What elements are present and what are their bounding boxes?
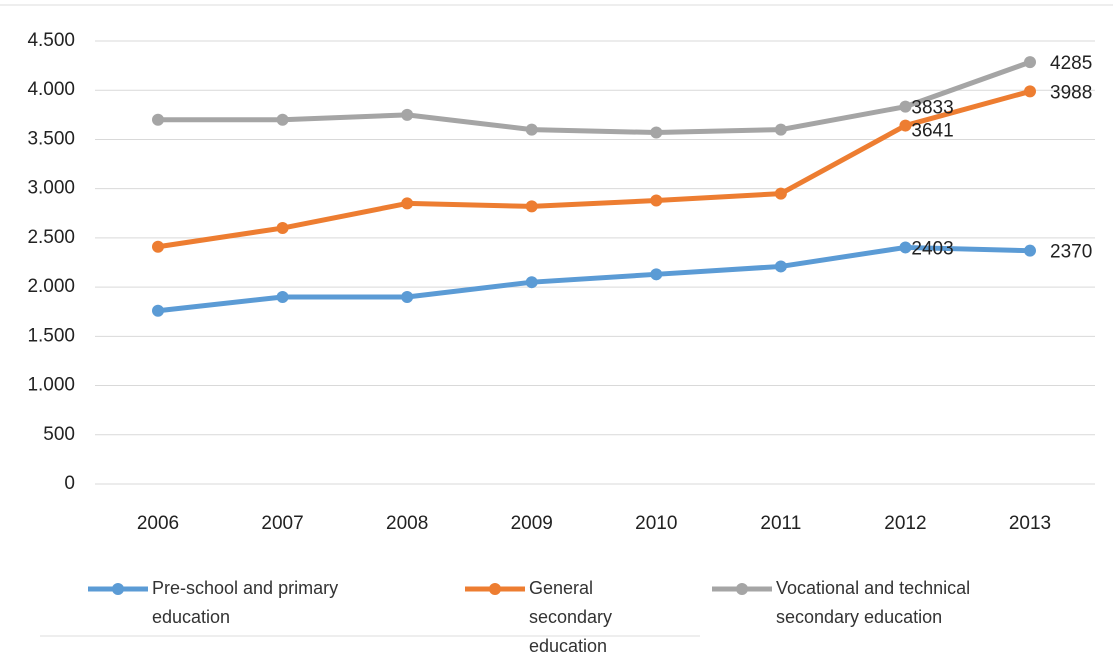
point xyxy=(401,290,414,303)
series-line xyxy=(157,244,1031,314)
x-tick-label: 2012 xyxy=(884,513,926,534)
point xyxy=(276,290,289,303)
point xyxy=(650,268,663,281)
point xyxy=(525,276,538,289)
point xyxy=(899,100,912,113)
x-tick-label: 2007 xyxy=(261,513,303,534)
x-tick-label: 2009 xyxy=(511,513,553,534)
point xyxy=(774,123,787,136)
point xyxy=(1024,56,1036,69)
data-label: 2403 xyxy=(911,238,953,259)
legend-marker xyxy=(489,583,501,595)
legend-label: Vocational and technical secondary educa… xyxy=(776,578,971,627)
point xyxy=(401,108,414,121)
x-tick-label: 2008 xyxy=(386,513,428,534)
point xyxy=(152,113,164,126)
point xyxy=(899,119,912,132)
legend-marker xyxy=(736,583,748,595)
y-tick-label: 3.500 xyxy=(27,128,75,149)
y-tick-label: 0 xyxy=(64,473,75,494)
legend-marker xyxy=(112,583,124,595)
point xyxy=(152,304,164,317)
series-line xyxy=(157,88,1031,250)
data-label: 4285 xyxy=(1050,53,1092,74)
y-tick-label: 1.500 xyxy=(27,325,75,346)
x-tick-label: 2006 xyxy=(137,513,179,534)
point xyxy=(650,126,663,139)
point xyxy=(525,123,538,136)
y-tick-label: 4.000 xyxy=(27,79,75,100)
y-tick-label: 1.000 xyxy=(27,375,75,396)
y-tick-label: 4.500 xyxy=(27,30,75,51)
data-label: 3833 xyxy=(911,98,953,119)
y-tick-label: 2.000 xyxy=(27,276,75,297)
data-label: 3988 xyxy=(1050,82,1092,103)
point xyxy=(650,194,663,207)
legend-label: Pre-school and primary education xyxy=(152,578,339,627)
data-label: 2370 xyxy=(1050,242,1092,263)
point xyxy=(152,240,164,253)
legend-label: General secondary education xyxy=(529,578,613,656)
y-tick-label: 500 xyxy=(43,424,75,445)
point xyxy=(774,260,787,273)
x-tick-label: 2011 xyxy=(760,513,801,534)
point xyxy=(774,187,787,200)
point xyxy=(276,222,289,235)
y-tick-label: 2.500 xyxy=(27,227,75,248)
series-line xyxy=(158,59,1031,136)
point xyxy=(525,200,538,213)
point xyxy=(1024,85,1036,98)
x-tick-label: 2010 xyxy=(635,513,677,534)
point xyxy=(899,241,912,254)
data-label: 3641 xyxy=(911,121,953,142)
point xyxy=(276,113,289,126)
y-tick-label: 3.000 xyxy=(27,178,75,199)
x-tick-label: 2013 xyxy=(1009,513,1051,534)
point xyxy=(1024,244,1036,257)
point xyxy=(401,197,414,210)
